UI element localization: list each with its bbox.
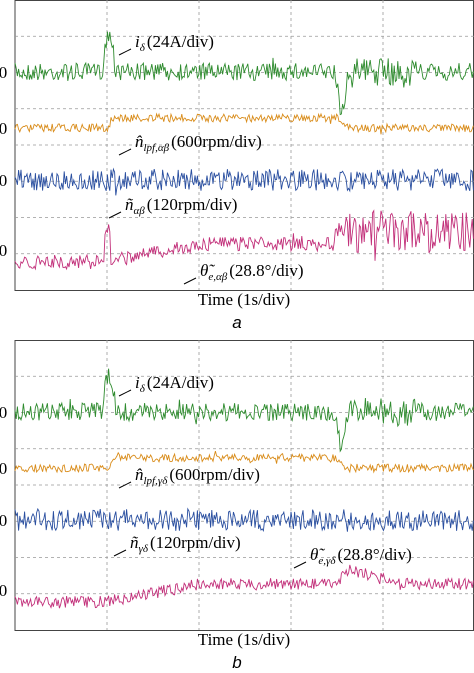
trace-scale: (120rpm/div) xyxy=(150,533,241,552)
trace-subscript: γδ xyxy=(139,543,149,555)
channel-marker: 0 xyxy=(0,119,7,138)
trace-scale: (28.8°/div) xyxy=(229,261,303,280)
trace-label: θ̃e,γδ (28.8°/div) xyxy=(310,545,412,567)
label-pointer xyxy=(118,48,132,56)
channel-marker: 0 xyxy=(0,403,7,422)
waveform xyxy=(14,31,474,116)
trace-label: n̂lpf,αβ (600rpm/div) xyxy=(135,132,262,154)
label-pointer xyxy=(113,549,127,557)
trace-scale: (120rpm/div) xyxy=(147,195,238,214)
scope-panel: 0 iδ (24A/div) 0 n̂lpf,γδ (600rpm/div) 0 ñγδ (12… xyxy=(0,340,474,672)
trace-scale: (24A/div) xyxy=(147,373,214,392)
x-axis-label: Time (1s/div) xyxy=(198,290,290,309)
label-pointer xyxy=(118,148,132,156)
caption: b xyxy=(232,653,241,672)
waveform xyxy=(14,450,474,474)
waveform xyxy=(14,167,474,196)
trace-label: ñγδ (120rpm/div) xyxy=(130,533,241,555)
trace-scale: (600rpm/div) xyxy=(169,465,260,484)
trace-symbol: ñ xyxy=(125,195,134,214)
scope-panel: 0 iδ (24A/div) 0 n̂lpf,αβ (600rpm/div) 0 ñαβ (12… xyxy=(0,0,474,332)
waveform xyxy=(14,112,474,135)
x-axis-label: Time (1s/div) xyxy=(198,630,290,649)
trace-scale: (28.8°/div) xyxy=(337,545,411,564)
trace-symbol: ñ xyxy=(130,533,139,552)
label-pointer xyxy=(108,211,122,219)
trace-symbol: n̂ xyxy=(135,465,144,484)
label-pointer xyxy=(183,277,197,285)
trace-subscript: δ xyxy=(140,383,146,395)
trace-symbol: n̂ xyxy=(135,132,144,151)
trace-label: θ̃e,αβ (28.8°/div) xyxy=(200,261,304,283)
waveform xyxy=(14,368,474,453)
trace-label: ñαβ (120rpm/div) xyxy=(125,195,237,217)
waveform xyxy=(14,507,474,532)
trace-subscript: e,αβ xyxy=(208,271,227,283)
caption: a xyxy=(232,313,241,332)
trace-scale: (24A/div) xyxy=(147,32,214,51)
channel-marker: 0 xyxy=(0,63,7,82)
trace-subscript: αβ xyxy=(134,205,146,217)
trace-subscript: e,γδ xyxy=(318,555,336,567)
channel-marker: 0 xyxy=(0,171,7,190)
trace-label: iδ (24A/div) xyxy=(135,32,214,54)
waveform xyxy=(14,564,474,609)
trace-subscript: lpf,αβ xyxy=(144,142,170,154)
label-pointer xyxy=(293,561,307,569)
channel-marker: 0 xyxy=(0,581,7,600)
waveform xyxy=(14,209,474,271)
trace-symbol: i xyxy=(135,32,140,51)
trace-label: iδ (24A/div) xyxy=(135,373,214,395)
trace-symbol: i xyxy=(135,373,140,392)
trace-subscript: δ xyxy=(140,42,146,54)
channel-marker: 0 xyxy=(0,241,7,260)
trace-label: n̂lpf,γδ (600rpm/div) xyxy=(135,465,260,487)
channel-marker: 0 xyxy=(0,459,7,478)
trace-subscript: lpf,γδ xyxy=(144,475,169,487)
channel-marker: 0 xyxy=(0,511,7,530)
label-pointer xyxy=(118,389,132,397)
label-pointer xyxy=(118,481,132,489)
trace-scale: (600rpm/div) xyxy=(171,132,262,151)
